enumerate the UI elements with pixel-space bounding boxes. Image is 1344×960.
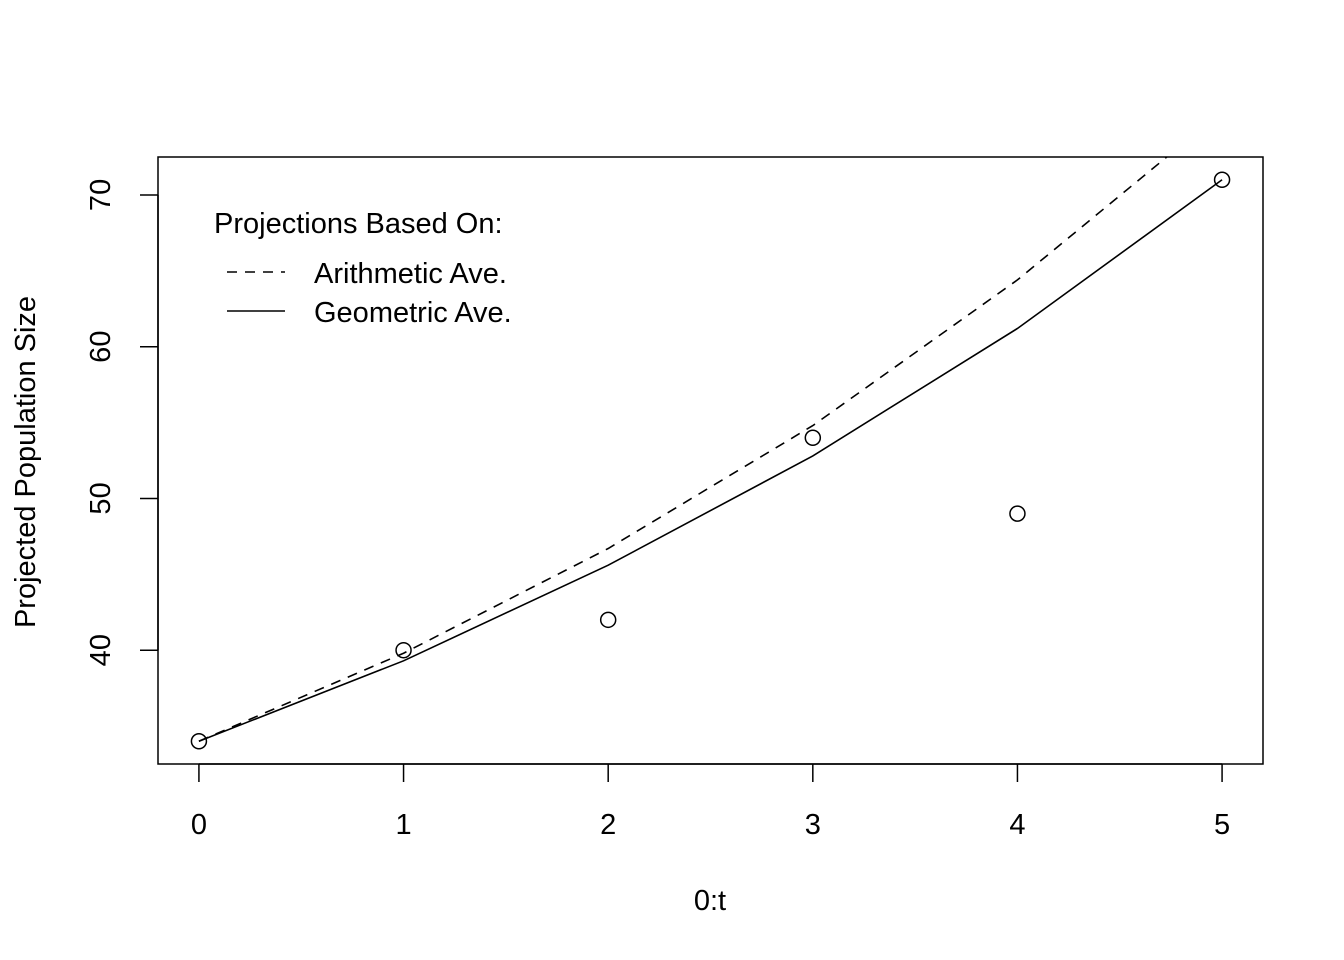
- series-line-arithmetic: [198, 157, 1169, 742]
- x-tick-label: 3: [805, 809, 821, 841]
- series-layer: [198, 157, 1223, 742]
- plot-frame: [157, 156, 1264, 765]
- x-tick-label: 1: [395, 809, 411, 841]
- y-axis-label: Projected Population Size: [10, 296, 42, 628]
- points-layer: [190, 171, 1231, 750]
- y-axis: 40 50 60 70: [85, 179, 159, 666]
- y-tick-label: 50: [85, 482, 117, 514]
- x-tick-label: 0: [191, 809, 207, 841]
- data-point: [599, 611, 617, 629]
- legend-label-arithmetic: Arithmetic Ave.: [314, 258, 507, 290]
- data-point: [1009, 505, 1026, 522]
- x-tick-label: 2: [600, 809, 616, 841]
- x-axis: 0 1 2 3 4 5: [191, 763, 1230, 841]
- y-tick-label: 60: [85, 331, 117, 363]
- legend-label-geometric: Geometric Ave.: [314, 297, 512, 329]
- x-tick-label: 4: [1009, 809, 1025, 841]
- data-point: [190, 732, 208, 750]
- data-point: [395, 641, 412, 659]
- y-tick-label: 40: [85, 634, 117, 666]
- x-axis-label: 0:t: [694, 885, 726, 917]
- data-point: [1213, 171, 1231, 189]
- legend-title: Projections Based On:: [214, 208, 503, 240]
- x-tick-label: 5: [1214, 809, 1230, 841]
- series-line-geometric: [198, 179, 1223, 742]
- y-tick-label: 70: [85, 179, 117, 211]
- data-point: [804, 429, 822, 446]
- legend: Projections Based On: Arithmetic Ave. Ge…: [214, 208, 512, 329]
